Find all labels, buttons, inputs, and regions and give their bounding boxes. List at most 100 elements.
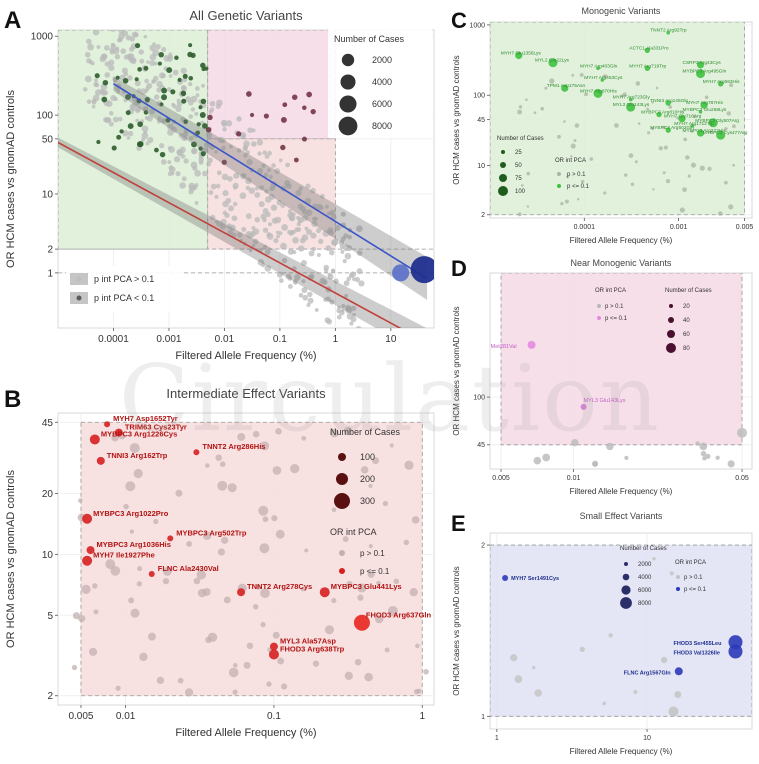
data-point <box>163 54 171 62</box>
data-point-labeled <box>104 421 111 428</box>
data-point <box>254 192 261 198</box>
data-point <box>118 14 124 20</box>
color-legend-label: p <= 0.1 <box>567 184 590 190</box>
data-point <box>147 632 156 641</box>
data-point <box>115 18 120 23</box>
data-point <box>168 165 174 171</box>
data-point <box>316 253 321 258</box>
data-point <box>180 85 187 92</box>
data-point <box>92 16 96 20</box>
data-point <box>268 193 275 200</box>
chart-title: Small Effect Variants <box>580 511 663 521</box>
data-point-labeled <box>237 588 246 597</box>
data-point <box>127 75 133 81</box>
size-legend-title: Number of Cases <box>497 136 544 142</box>
color-legend-label: p > 0.1 <box>605 304 624 310</box>
data-point <box>415 643 420 649</box>
data-point <box>96 22 100 26</box>
data-point <box>357 594 364 601</box>
data-point <box>669 571 674 576</box>
data-point <box>692 114 697 119</box>
x-tick-label: 1 <box>419 711 425 722</box>
data-point <box>177 677 184 684</box>
data-point <box>122 78 129 84</box>
data-point <box>116 90 120 94</box>
data-point <box>342 244 350 252</box>
data-point <box>287 284 293 289</box>
data-point <box>183 158 189 164</box>
data-point <box>246 91 252 97</box>
data-point <box>326 211 331 216</box>
data-point <box>637 122 641 125</box>
data-point <box>135 108 140 114</box>
data-point <box>368 543 373 549</box>
data-point <box>137 30 140 31</box>
data-point <box>200 62 206 69</box>
data-point <box>167 171 173 177</box>
data-label: MYH7 Arg403Gln <box>580 63 618 69</box>
data-point <box>259 543 270 554</box>
data-point <box>342 536 349 543</box>
data-label: MYBPC3 Arg502Trp <box>176 528 247 537</box>
data-point <box>341 304 346 309</box>
data-point <box>267 222 272 227</box>
data-point-labeled <box>167 535 174 542</box>
data-point <box>280 116 287 123</box>
data-point <box>191 141 197 148</box>
data-point <box>94 78 98 83</box>
chart-title: Monogenic Variants <box>582 6 661 16</box>
data-point <box>580 179 585 184</box>
data-point <box>570 143 576 149</box>
size-legend-symbol <box>667 330 675 338</box>
y-tick-label: 2 <box>481 543 485 550</box>
size-legend-label: 100 <box>515 189 526 195</box>
data-point <box>72 612 81 620</box>
fit-line-blue <box>113 83 428 280</box>
x-tick-label: 0.005 <box>68 711 93 722</box>
data-point <box>109 110 114 116</box>
data-point <box>282 102 288 108</box>
data-point <box>264 265 272 272</box>
data-point <box>195 93 200 98</box>
data-point <box>354 276 361 283</box>
data-label: MYBPC3 Arg810His <box>641 110 685 116</box>
data-point <box>91 99 97 105</box>
data-point <box>263 172 269 178</box>
data-point <box>633 689 638 695</box>
data-point <box>221 145 226 151</box>
color-legend-symbol <box>676 575 680 579</box>
data-point <box>128 597 135 604</box>
data-point <box>188 43 193 48</box>
size-legend-label: 20 <box>683 304 690 310</box>
data-point <box>301 234 309 241</box>
data-point <box>296 227 302 232</box>
data-point <box>356 339 362 345</box>
data-point <box>311 246 316 252</box>
data-point <box>214 149 218 154</box>
data-point <box>293 157 299 163</box>
data-point <box>280 242 287 250</box>
data-point <box>700 450 707 457</box>
data-point <box>683 137 688 142</box>
data-point <box>240 173 247 180</box>
x-tick-label: 0.005 <box>736 224 754 231</box>
data-point <box>159 143 165 149</box>
data-point <box>217 548 226 556</box>
data-point <box>668 706 679 717</box>
data-point <box>217 480 228 491</box>
data-point-labeled <box>96 456 105 465</box>
data-point-labeled <box>527 340 536 349</box>
data-point <box>219 461 226 467</box>
data-point <box>225 120 233 127</box>
data-point <box>304 548 309 553</box>
data-point <box>592 460 599 467</box>
data-point <box>188 100 194 106</box>
data-point <box>342 331 346 335</box>
data-point <box>341 333 348 340</box>
data-point <box>175 171 181 177</box>
data-point <box>262 516 269 523</box>
data-point <box>175 489 183 497</box>
data-point <box>360 466 369 474</box>
data-point <box>276 271 283 278</box>
